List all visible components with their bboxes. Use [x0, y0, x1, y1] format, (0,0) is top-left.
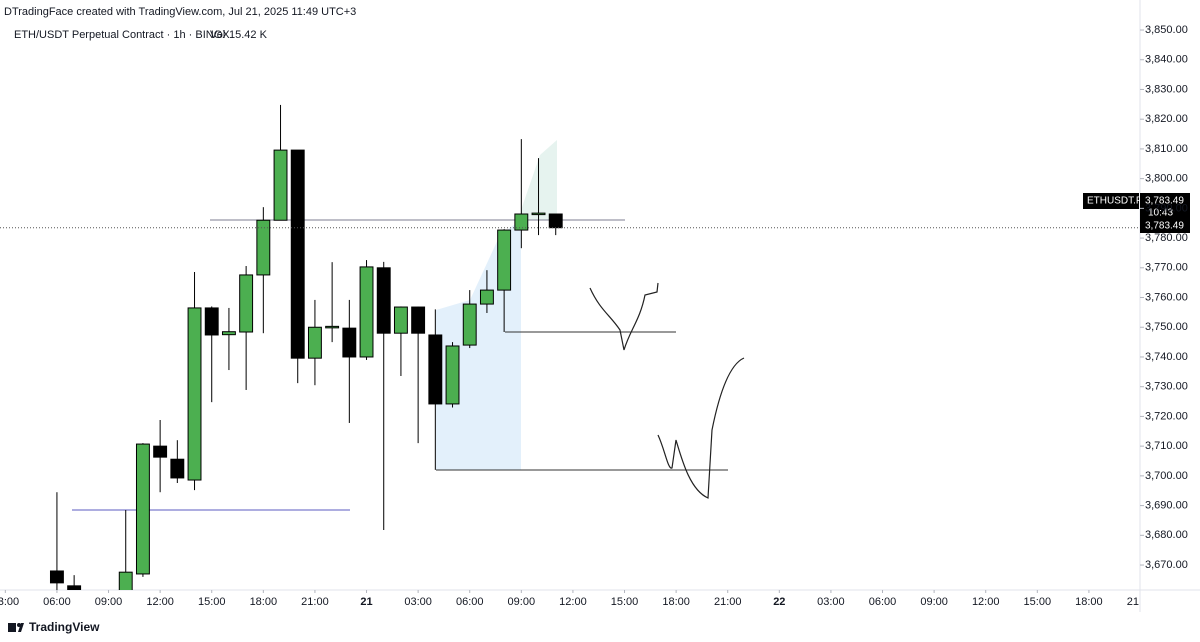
candle-body [411, 306, 426, 334]
candle-body [325, 325, 340, 329]
logo-mark [18, 623, 24, 632]
symbol-tag [1083, 193, 1139, 209]
x-tick-label: 12:00 [559, 596, 587, 608]
candle-body [359, 266, 374, 358]
y-tick-label: 3,670.00 [1145, 559, 1188, 571]
candle-body [221, 331, 236, 336]
y-tick-label: 3,720.00 [1145, 410, 1188, 422]
freehand-drawing [589, 282, 659, 351]
y-tick-label: 3,810.00 [1145, 143, 1188, 155]
y-tick-label: 3,760.00 [1145, 291, 1188, 303]
plot [0, 104, 1140, 590]
legend-title: ETH/USDT Perpetual Contract · 1h · BINGX [14, 29, 230, 41]
candle-body [548, 213, 563, 229]
x-tick-label: 12:00 [972, 596, 1000, 608]
candle-body [445, 345, 460, 405]
price-tag-value: 3,783.49 [1145, 221, 1184, 232]
x-tick-label: 18:00 [662, 596, 690, 608]
candle-body [118, 571, 133, 590]
x-tick-label: 09:00 [95, 596, 123, 608]
candle-body [256, 219, 271, 276]
x-tick-label: 22 [773, 596, 785, 608]
y-tick-label: 3,690.00 [1145, 499, 1188, 511]
candle-body [307, 326, 322, 359]
y-tick-label: 3,740.00 [1145, 351, 1188, 363]
y-tick-label: 3,820.00 [1145, 113, 1188, 125]
x-tick-label: 06:00 [869, 596, 897, 608]
x-tick-label: 03:00 [0, 596, 19, 608]
candle-body [49, 570, 64, 584]
y-tick-label: 3,750.00 [1145, 321, 1188, 333]
x-tick-label: 18:00 [1075, 596, 1103, 608]
y-tick-label: 3,790.00 [1145, 202, 1188, 214]
candle-body [462, 303, 477, 346]
volume-label: Vol [210, 29, 225, 41]
x-tick-label: 09:00 [508, 596, 536, 608]
price-tag-value: 3,783.49 [1145, 196, 1184, 207]
candle-body [479, 289, 494, 305]
candle-body [290, 149, 305, 359]
candle-body [428, 334, 443, 405]
time-axis: 03:00 06:00 09:00 12:00 15:00 18:00 21:00 21 03:… [0, 590, 1155, 608]
candle-body [376, 267, 391, 334]
x-tick-label: 03:00 [404, 596, 432, 608]
x-tick-label: 15:00 [1024, 596, 1052, 608]
logo-mark [8, 623, 16, 632]
x-tick-label: 21:00 [301, 596, 329, 608]
candle-body [497, 229, 512, 291]
tradingview-logo [8, 623, 24, 632]
x-tick-label: 15:00 [611, 596, 639, 608]
volume-value: 15.42 K [229, 29, 268, 41]
candle-body [153, 445, 168, 458]
x-tick-label: 15:00 [198, 596, 226, 608]
x-tick-label: 18:00 [250, 596, 278, 608]
countdown: 10:43 [1148, 208, 1173, 219]
y-tick-label: 3,840.00 [1145, 54, 1188, 66]
x-tick-label: 21:00 [1127, 596, 1155, 608]
symbol-tag-text: ETHUSDT.P [1087, 196, 1143, 207]
y-tick-label: 3,770.00 [1145, 262, 1188, 274]
x-tick-label: 21 [360, 596, 372, 608]
y-tick-label: 3,700.00 [1145, 470, 1188, 482]
freehand-drawing [657, 357, 745, 499]
candle-body [514, 213, 529, 231]
y-tick-label: 3,800.00 [1145, 173, 1188, 185]
candle-body [342, 327, 357, 358]
candle-body [273, 149, 288, 221]
y-tick-label: 3,730.00 [1145, 381, 1188, 393]
x-tick-label: 06:00 [456, 596, 484, 608]
x-tick-label: 21:00 [714, 596, 742, 608]
y-tick-label: 3,850.00 [1145, 24, 1188, 36]
x-tick-label: 06:00 [43, 596, 71, 608]
x-tick-label: 12:00 [146, 596, 174, 608]
y-tick-label: 3,830.00 [1145, 83, 1188, 95]
candle-body [67, 585, 82, 590]
candle-body [393, 306, 408, 334]
candle-body [531, 212, 546, 216]
candle-body [239, 274, 254, 333]
candle-body [187, 307, 202, 481]
y-tick-label: 3,680.00 [1145, 529, 1188, 541]
y-tick-label: 3,780.00 [1145, 232, 1188, 244]
candle-body [135, 443, 150, 575]
y-tick-label: 3,710.00 [1145, 440, 1188, 452]
header: DTradingFace created with TradingView.co… [4, 6, 356, 18]
x-tick-label: 09:00 [920, 596, 948, 608]
x-tick-label: 03:00 [817, 596, 845, 608]
candle-body [170, 458, 185, 479]
footer-brand: TradingView [29, 620, 100, 634]
candle-body [204, 307, 219, 336]
price-tag [1140, 193, 1190, 233]
